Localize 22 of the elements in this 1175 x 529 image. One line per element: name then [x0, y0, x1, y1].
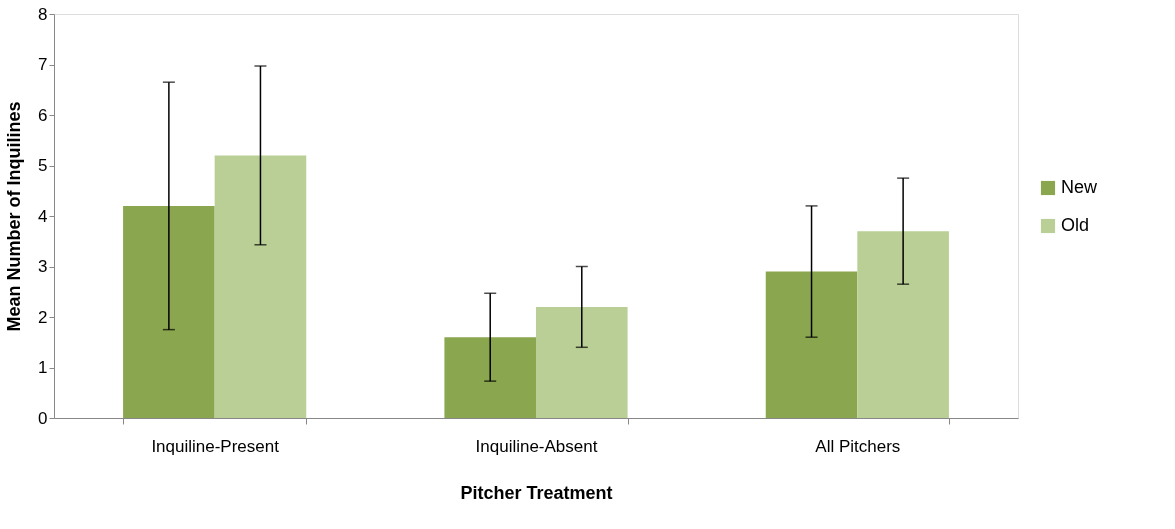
x-axis-title: Pitcher Treatment: [460, 482, 613, 503]
x-tick-label: Inquiline-Present: [151, 436, 280, 456]
y-tick-label: 2: [38, 307, 48, 327]
legend-label: Old: [1061, 215, 1090, 235]
legend-label: New: [1061, 177, 1099, 197]
y-tick-label: 5: [38, 156, 48, 175]
y-tick-label: 3: [38, 257, 48, 276]
y-tick-label: 6: [38, 105, 48, 125]
bar: [765, 271, 858, 418]
y-tick-label: 8: [38, 4, 48, 24]
x-tick-label: Inquiline-Absent: [475, 436, 598, 456]
bar: [857, 231, 949, 418]
bar: [536, 306, 628, 418]
x-tick-label: All Pitchers: [815, 436, 901, 456]
y-tick-label: 4: [38, 206, 48, 226]
bar: [123, 205, 215, 418]
y-tick-label: 0: [38, 408, 48, 428]
y-tick-label: 7: [38, 55, 48, 74]
bar: [214, 155, 307, 418]
bar: [444, 337, 536, 418]
y-axis-title: Mean Number of Inquilines: [4, 101, 25, 332]
y-tick-label: 1: [38, 358, 48, 377]
